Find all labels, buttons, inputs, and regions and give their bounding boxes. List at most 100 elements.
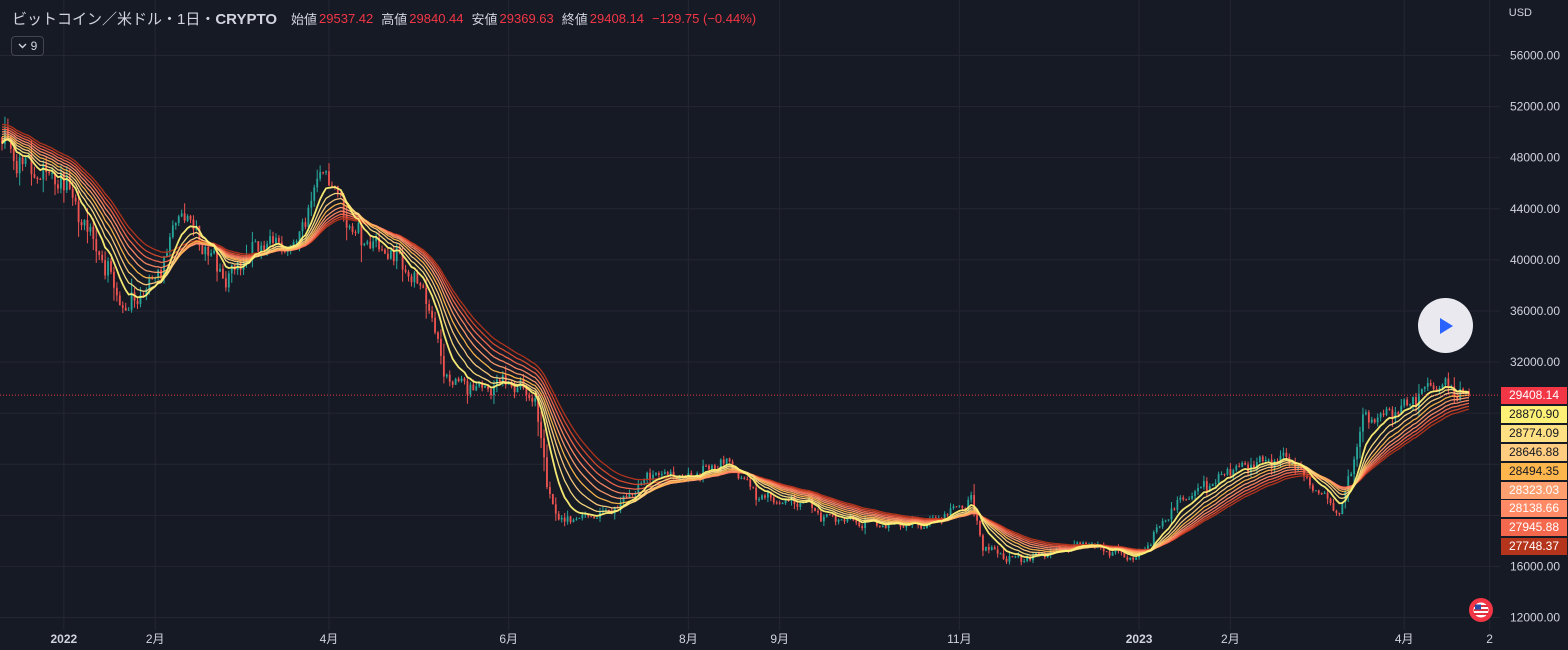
candle-body: [36, 177, 39, 180]
candle-body: [472, 384, 475, 391]
candle-body: [1317, 490, 1320, 494]
candle-body: [227, 273, 230, 288]
candle-body: [51, 173, 53, 175]
candle-body: [1164, 520, 1167, 522]
candle-body: [183, 213, 186, 221]
candle-body: [828, 514, 831, 516]
time-tick-label: 4月: [1395, 632, 1414, 646]
candle-body: [1370, 419, 1373, 423]
time-tick-label: 9月: [770, 632, 789, 646]
indicator-count: 9: [30, 39, 38, 53]
candle-body: [1105, 551, 1108, 553]
candle-body: [708, 465, 710, 470]
candle-body: [201, 245, 204, 255]
candle-body: [1397, 412, 1400, 415]
candle-body: [513, 386, 516, 393]
candle-body: [1152, 531, 1155, 545]
candle-body: [1379, 413, 1382, 418]
candle-body: [168, 236, 171, 252]
candle-body: [295, 241, 298, 243]
candle-body: [546, 457, 548, 488]
candle-body: [57, 184, 59, 189]
play-button[interactable]: [1418, 298, 1473, 353]
price-tag: 28323.03: [1501, 481, 1567, 499]
price-axis[interactable]: 56000.00 52000.00 48000.00 44000.00 40000.00…: [1510, 49, 1560, 625]
candle-body: [1229, 469, 1232, 476]
indicators-toggle-button[interactable]: 9: [11, 36, 44, 56]
candle-body: [416, 272, 419, 284]
candle-body: [578, 518, 581, 520]
candle-body: [1294, 463, 1297, 471]
candle-body: [490, 389, 492, 396]
candle-body: [1038, 552, 1040, 555]
candle-body: [328, 171, 330, 186]
candle-body: [967, 499, 970, 509]
candle-body: [457, 378, 460, 382]
candle-body: [272, 236, 274, 244]
candle-body: [1429, 383, 1432, 386]
candle-body: [298, 231, 301, 242]
us-flag-icon[interactable]: [1469, 598, 1493, 622]
symbol-title[interactable]: ビットコイン／米ドル・1日・CRYPTO: [12, 10, 278, 28]
price-tick-label: 44000.00: [1510, 202, 1560, 216]
candle-body: [316, 178, 319, 188]
candle-body: [1132, 557, 1135, 560]
candle-body: [77, 201, 80, 223]
price-tick-label: 52000.00: [1510, 100, 1560, 114]
candle-body: [984, 546, 987, 551]
candle-body: [1255, 462, 1258, 469]
time-tick-label: 2022: [51, 632, 78, 646]
candle-body: [1205, 481, 1208, 492]
candle-body: [775, 502, 778, 504]
candle-body: [269, 236, 271, 244]
time-tick-label: 2023: [1126, 632, 1153, 646]
candle-body: [881, 525, 884, 527]
candle-body: [657, 473, 660, 475]
candle-body: [98, 251, 101, 255]
candle-body: [1376, 417, 1379, 423]
candle-body: [1423, 386, 1426, 389]
candle-body: [970, 495, 973, 500]
candle-body: [345, 215, 348, 228]
candle-body: [820, 512, 822, 522]
candle-body: [89, 226, 92, 232]
candle-body: [1197, 487, 1199, 492]
candle-body: [1364, 412, 1367, 415]
candle-body: [725, 458, 728, 464]
candle-body: [348, 226, 351, 228]
candle-body: [537, 398, 540, 422]
candle-body: [104, 260, 107, 276]
candle-body: [746, 479, 749, 481]
candle-body: [1320, 493, 1323, 495]
time-tick-label: 4月: [320, 632, 339, 646]
candle-body: [528, 394, 531, 399]
candle-body: [68, 176, 71, 189]
play-icon: [1439, 317, 1453, 334]
candle-body: [1261, 456, 1264, 462]
grid: [0, 0, 1500, 630]
candle-body: [207, 246, 210, 256]
high-value: 29840.44: [409, 10, 464, 26]
candle-body: [1291, 463, 1294, 465]
candle-body: [593, 516, 596, 519]
candle-body: [260, 245, 263, 252]
time-tick-label: 11月: [947, 632, 971, 646]
candle-body: [643, 479, 646, 483]
candle-body: [160, 269, 162, 278]
candle-body: [766, 492, 769, 498]
time-axis[interactable]: 2022 2月 4月 6月 8月 9月 11月 2023 2月 4月 2: [51, 632, 1494, 646]
candles: [1, 116, 1470, 566]
candle-body: [825, 514, 828, 517]
candle-body: [171, 225, 174, 237]
candle-body: [1026, 557, 1029, 561]
candle-body: [1170, 508, 1173, 520]
candle-body: [1444, 378, 1447, 385]
legend: ビットコイン／米ドル・1日・CRYPTO 始値 29537.42 高値 29840.…: [12, 9, 756, 28]
candle-body: [277, 237, 280, 243]
low-label: 安値: [471, 11, 498, 27]
candle-body: [646, 472, 649, 480]
candle-body: [1459, 388, 1462, 401]
candle-body: [778, 502, 781, 504]
candle-body: [1456, 395, 1459, 401]
